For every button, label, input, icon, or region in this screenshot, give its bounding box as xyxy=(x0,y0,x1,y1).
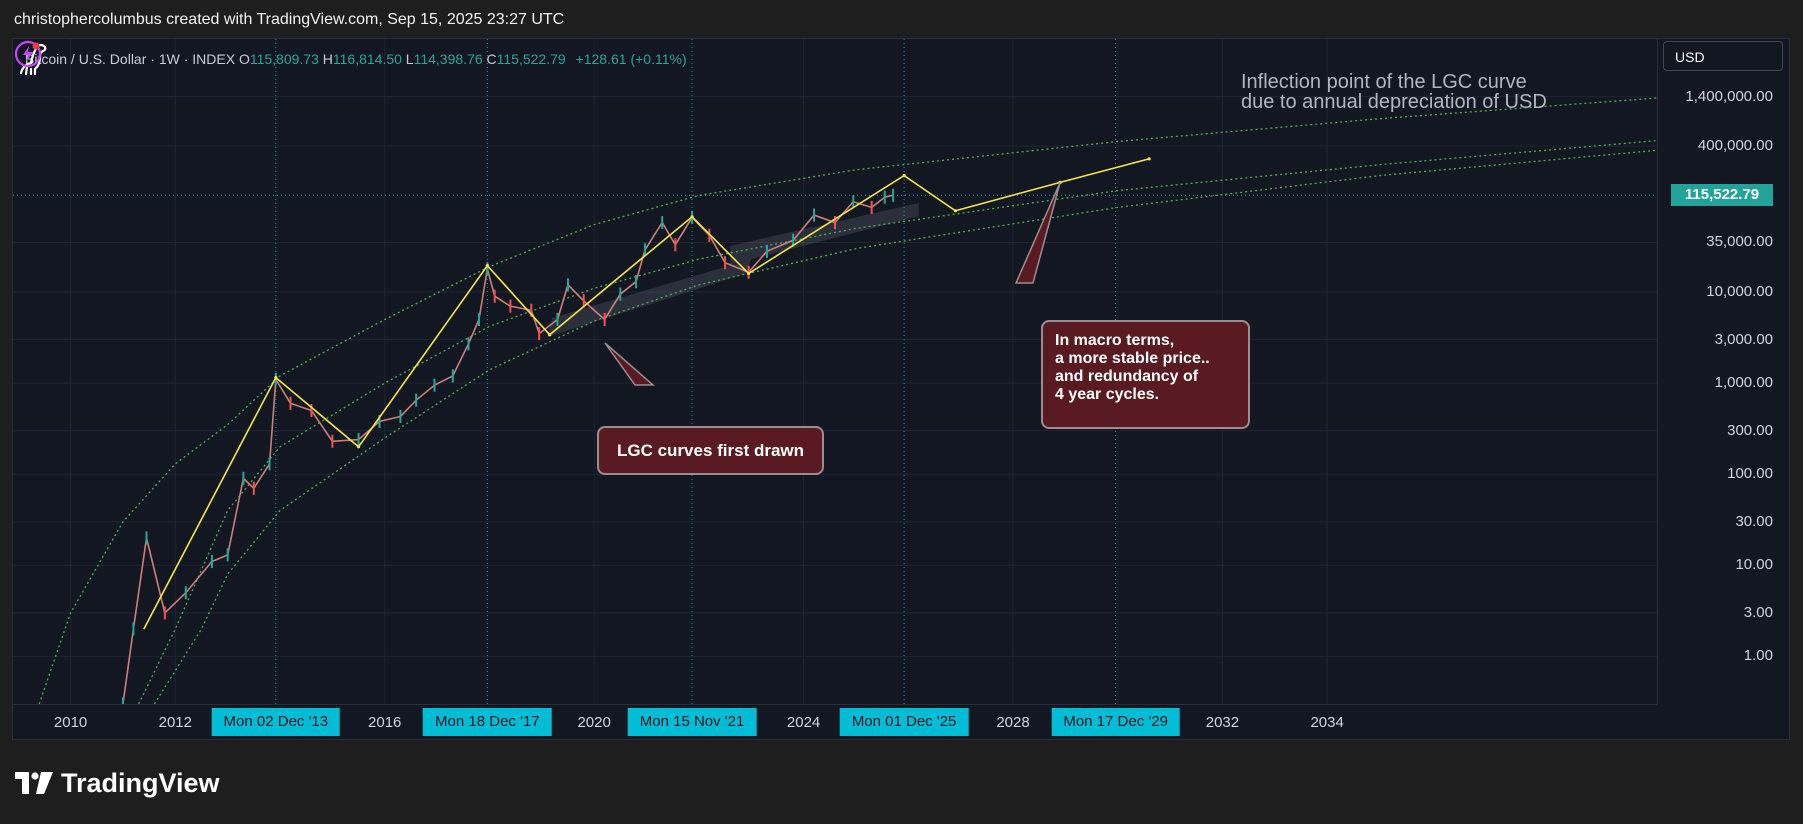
zigzag-point xyxy=(747,271,751,276)
close-value: 115,522.79 xyxy=(496,51,566,67)
year-tick-label: 2028 xyxy=(996,714,1030,731)
symbol-label[interactable]: Bitcoin / U.S. Dollar · 1W · INDEX xyxy=(25,51,236,67)
year-tick-label: 2016 xyxy=(368,714,402,731)
lgc-curve-middle xyxy=(138,139,1657,704)
currency-button[interactable]: USD xyxy=(1663,41,1783,71)
cycle-date-label: Mon 01 Dec '25 xyxy=(839,708,969,736)
open-value: 115,809.73 xyxy=(249,51,319,67)
cycle-date-label: Mon 15 Nov '21 xyxy=(627,708,757,736)
footer-brand[interactable]: TradingView xyxy=(15,765,220,801)
price-tick-label: 35,000.00 xyxy=(1706,233,1773,251)
lightning-icon[interactable] xyxy=(13,39,43,69)
year-tick-label: 2010 xyxy=(53,714,88,731)
current-price-tag: 115,522.79 xyxy=(1671,184,1773,207)
footer-brand-text: TradingView xyxy=(61,767,220,798)
cycle-date-label: Mon 18 Dec '17 xyxy=(423,708,552,736)
tradingview-logo-icon xyxy=(15,772,53,794)
callout-macro-terms[interactable]: In macro terms, a more stable price.. an… xyxy=(1041,320,1250,429)
year-tick-label: 2024 xyxy=(786,714,821,731)
year-tick-label: 2012 xyxy=(158,714,192,731)
zigzag-point xyxy=(548,333,552,337)
price-tick-label: 10,000.00 xyxy=(1706,283,1773,301)
callout-lgc-first-drawn[interactable]: LGC curves first drawn xyxy=(597,426,824,475)
callout-pointer-2 xyxy=(1014,182,1061,284)
change-value: +128.61 (+0.11%) xyxy=(575,51,687,67)
time-axis[interactable]: 2010 2012 2016 2020 2024 2028 2032 2034 Mon 02 D… xyxy=(13,704,1657,740)
zigzag-point xyxy=(902,173,906,178)
zigzag-point xyxy=(1147,157,1151,161)
chart-svg xyxy=(13,39,1657,704)
axis-corner xyxy=(1657,704,1789,740)
price-tick-label: 30.00 xyxy=(1735,512,1773,530)
cycle-date-label: Mon 02 Dec '13 xyxy=(211,708,341,736)
cycle-date-label: Mon 17 Dec '29 xyxy=(1051,708,1180,736)
price-tick-label: 300.00 xyxy=(1727,421,1773,439)
year-tick-label: 2034 xyxy=(1310,714,1344,731)
zigzag-point xyxy=(953,209,958,213)
price-tick-label: 100.00 xyxy=(1727,465,1773,483)
price-tick-label: 1,000.00 xyxy=(1714,374,1773,392)
channel-band-1 xyxy=(547,259,752,338)
low-value: 114,398.76 xyxy=(413,51,483,67)
inflection-annotation[interactable]: Inflection point of the LGC curve due to… xyxy=(1241,71,1547,113)
chart-frame: Bitcoin / U.S. Dollar · 1W · INDEX O115,… xyxy=(12,38,1790,740)
lgc-curve-lower xyxy=(153,149,1657,704)
channel-band-2 xyxy=(730,202,919,265)
year-tick-label: 2032 xyxy=(1205,714,1240,731)
high-value: 116,814.50 xyxy=(332,51,402,67)
close-label: C xyxy=(486,51,497,67)
zigzag-point xyxy=(690,215,694,219)
zigzag-point xyxy=(274,375,278,380)
price-tick-label: 1,400,000.00 xyxy=(1685,87,1773,105)
year-tick-label: 2020 xyxy=(577,714,611,731)
low-label: L xyxy=(405,51,414,67)
cycle-zigzag xyxy=(143,158,1150,630)
price-tick-label: 10.00 xyxy=(1735,556,1773,574)
chart-header: christophercolumbus created with Trading… xyxy=(14,11,565,28)
price-tick-label: 1.00 xyxy=(1743,647,1773,665)
zigzag-point xyxy=(356,445,361,449)
price-tick-label: 400,000.00 xyxy=(1697,137,1773,155)
zigzag-point xyxy=(485,264,489,268)
ohlc-legend: Bitcoin / U.S. Dollar · 1W · INDEX O115,… xyxy=(25,51,687,67)
price-tick-label: 3,000.00 xyxy=(1714,330,1773,348)
callout-pointer-1 xyxy=(604,342,655,386)
price-axis[interactable]: 115,522.79 1,400,000.00 400,000.00 35,000.… xyxy=(1657,39,1789,704)
plot-area[interactable]: Bitcoin / U.S. Dollar · 1W · INDEX O115,… xyxy=(13,39,1657,704)
price-tick-label: 3.00 xyxy=(1743,603,1773,621)
open-label: O xyxy=(238,51,250,67)
high-label: H xyxy=(322,51,333,67)
